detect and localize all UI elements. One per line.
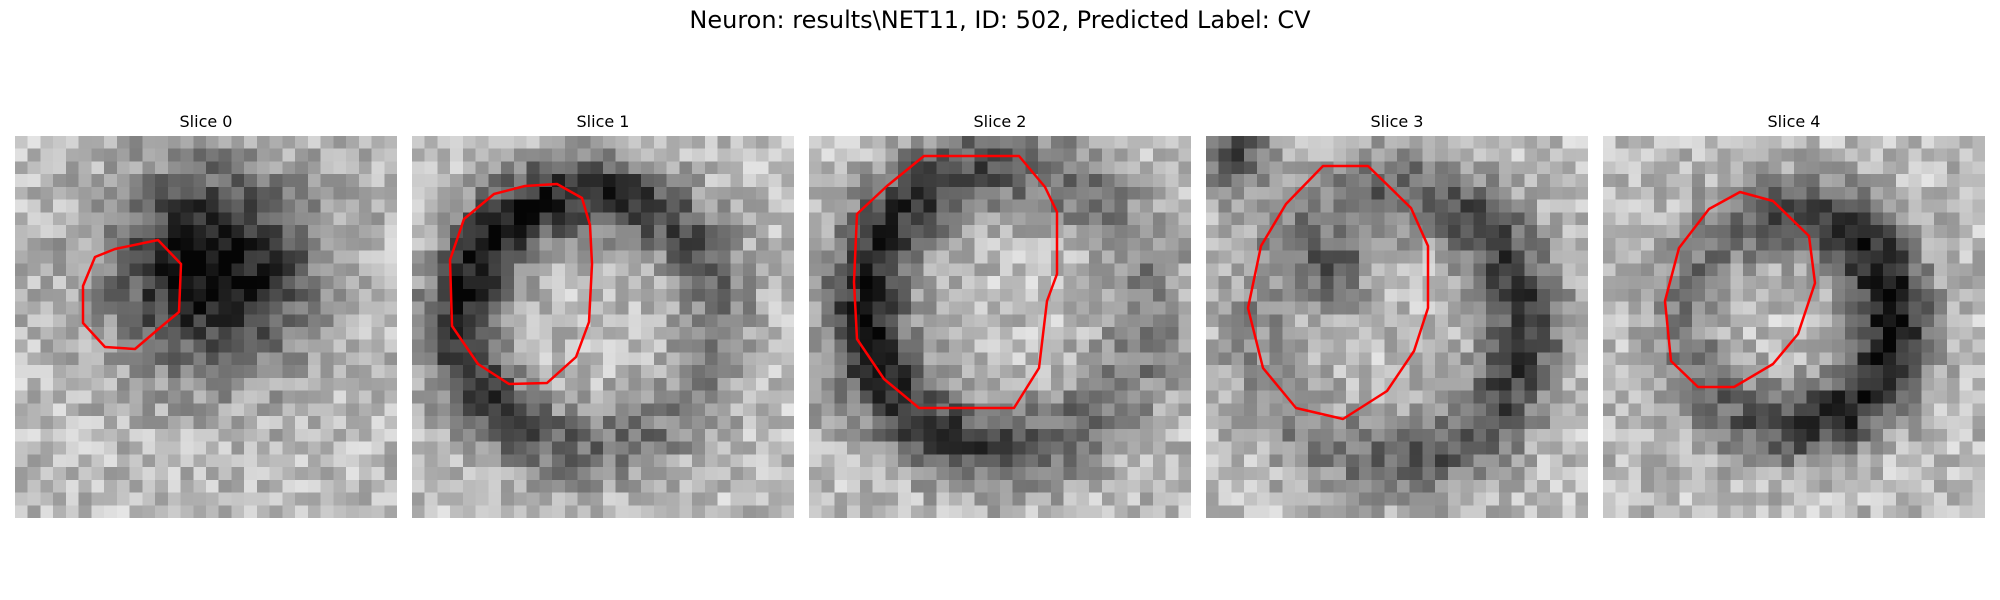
- slice-image-canvas: [1206, 136, 1588, 518]
- slice-panel-4: Slice 4: [1603, 110, 1985, 518]
- slice-image-canvas: [412, 136, 794, 518]
- segmentation-contour: [448, 182, 594, 386]
- slice-image-4: [1603, 136, 1985, 518]
- slice-title-0: Slice 0: [179, 112, 233, 131]
- slice-image-canvas: [1603, 136, 1985, 518]
- segmentation-contour: [81, 238, 183, 351]
- slice-panel-1: Slice 1: [412, 110, 794, 518]
- slice-title-2: Slice 2: [973, 112, 1027, 131]
- slice-image-1: [412, 136, 794, 518]
- slice-panel-3: Slice 3: [1206, 110, 1588, 518]
- slice-title-1: Slice 1: [576, 112, 630, 131]
- slice-panel-0: Slice 0: [15, 110, 397, 518]
- segmentation-contour: [1246, 164, 1430, 421]
- slice-title-4: Slice 4: [1767, 112, 1821, 131]
- slice-image-canvas: [809, 136, 1191, 518]
- slice-title-3: Slice 3: [1370, 112, 1424, 131]
- slice-image-3: [1206, 136, 1588, 518]
- slice-image-0: [15, 136, 397, 518]
- slice-panel-2: Slice 2: [809, 110, 1191, 518]
- slice-image-canvas: [15, 136, 397, 518]
- segmentation-contour: [852, 154, 1059, 410]
- segmentation-contour: [1663, 190, 1817, 389]
- figure-title: Neuron: results\NET11, ID: 502, Predicte…: [689, 6, 1311, 34]
- slice-image-2: [809, 136, 1191, 518]
